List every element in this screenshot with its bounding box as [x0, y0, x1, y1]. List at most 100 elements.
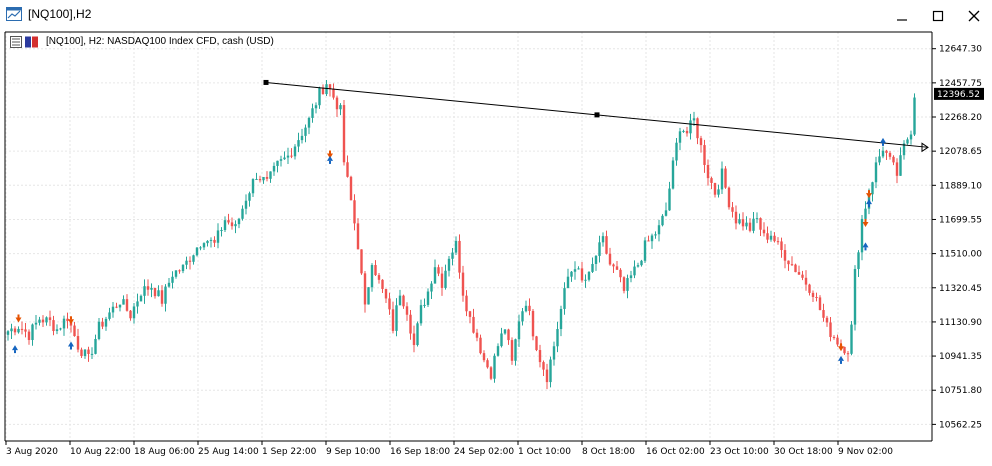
candle-body [650, 235, 654, 242]
time-tick-label: 9 Sep 10:00 [326, 447, 381, 457]
candle-body [598, 242, 601, 256]
sell-signal-stem [840, 343, 842, 347]
candle-body [367, 287, 370, 305]
candle-body [94, 339, 97, 354]
candle-body [83, 349, 87, 356]
candle-body [654, 234, 657, 236]
time-tick-label: 16 Sep 18:00 [390, 447, 450, 457]
candle-body [717, 189, 720, 195]
candle-body [888, 152, 892, 157]
candle-body [892, 156, 895, 163]
candle-body [188, 260, 192, 262]
candle-body [395, 305, 398, 331]
candle-body [643, 240, 647, 261]
buy-signal-arrow [327, 155, 333, 161]
time-tick-label: 25 Aug 14:00 [198, 447, 259, 457]
candle-body [622, 277, 626, 291]
candle-body [178, 270, 181, 272]
candle-body [328, 84, 332, 89]
candle-body [230, 222, 234, 227]
time-tick-label: 24 Sep 02:00 [454, 447, 514, 457]
candle-body [510, 340, 514, 361]
candle-body [759, 218, 762, 230]
candle-body [402, 295, 405, 307]
candle-body [332, 88, 335, 98]
candle-body [171, 276, 174, 283]
candle-body [797, 272, 801, 275]
candle-body [738, 219, 741, 224]
candle-body [405, 306, 409, 315]
candle-body [864, 208, 867, 219]
candle-body [139, 295, 143, 302]
candle-body [125, 299, 129, 311]
buy-signal-stem [840, 360, 842, 364]
candle-body [118, 304, 122, 308]
candle-body [605, 236, 608, 254]
candle-body [486, 360, 489, 368]
candle-body [353, 200, 356, 224]
candle-body [108, 312, 111, 319]
candle-body [482, 353, 486, 361]
maximize-button[interactable] [920, 2, 956, 28]
candle-body [314, 105, 318, 109]
time-tick-label: 9 Nov 02:00 [838, 447, 893, 457]
candle-body [661, 215, 664, 226]
trendline[interactable] [263, 79, 929, 153]
candle-body [111, 306, 115, 313]
candle-body [444, 270, 447, 288]
candle-body [573, 269, 577, 272]
candle-body [748, 222, 752, 231]
candle-body [437, 267, 440, 274]
candle-body [885, 150, 888, 153]
time-tick-label: 10 Aug 22:00 [70, 447, 131, 457]
candle-body [220, 229, 223, 231]
candle-body [206, 240, 209, 244]
candle-body [769, 235, 773, 240]
sell-signal-stem [70, 316, 72, 320]
candle-body [913, 97, 916, 135]
time-tick-label: 1 Sep 22:00 [262, 447, 317, 457]
grid [5, 32, 932, 441]
minimize-button[interactable] [884, 2, 920, 28]
candle-body [524, 305, 528, 312]
chart-window-icon [6, 7, 22, 21]
candle-body [258, 178, 262, 181]
candle-body [594, 255, 598, 264]
candle-body [45, 317, 48, 323]
candle-body [311, 108, 314, 118]
candle-body [87, 349, 90, 354]
candle-body [584, 279, 587, 281]
candle-body [615, 266, 619, 270]
candle-body [850, 324, 853, 354]
candle-body [535, 336, 538, 351]
candle-body [762, 229, 766, 234]
close-button[interactable] [956, 2, 992, 28]
candle-body [101, 321, 104, 327]
time-tick-label: 1 Oct 10:00 [518, 447, 571, 457]
current-price-text: 12396.52 [937, 90, 980, 100]
trendline-anchor[interactable] [594, 112, 600, 118]
buy-signal-arrow [838, 355, 844, 361]
candle-body [755, 218, 759, 220]
candle-body [657, 225, 661, 235]
candle-body [496, 346, 500, 356]
title-bar[interactable]: [NQ100],H2 [0, 0, 992, 30]
candle-body [552, 346, 556, 360]
candle-body [895, 162, 899, 176]
candle-body [391, 309, 395, 331]
trendline-anchor[interactable] [263, 79, 269, 85]
candle-body [776, 241, 780, 243]
candle-body [381, 279, 384, 289]
price-tick-label: 10941.35 [939, 352, 982, 362]
candle-body [202, 243, 206, 248]
candle-body [790, 264, 794, 266]
candle-body [167, 282, 171, 287]
candles [6, 80, 916, 390]
candle-body [10, 328, 13, 332]
candle-body [472, 316, 475, 333]
window-title: [NQ100],H2 [28, 7, 92, 21]
candle-body [577, 268, 580, 270]
candle-body [727, 187, 731, 208]
time-tick-label: 16 Oct 02:00 [646, 447, 705, 457]
